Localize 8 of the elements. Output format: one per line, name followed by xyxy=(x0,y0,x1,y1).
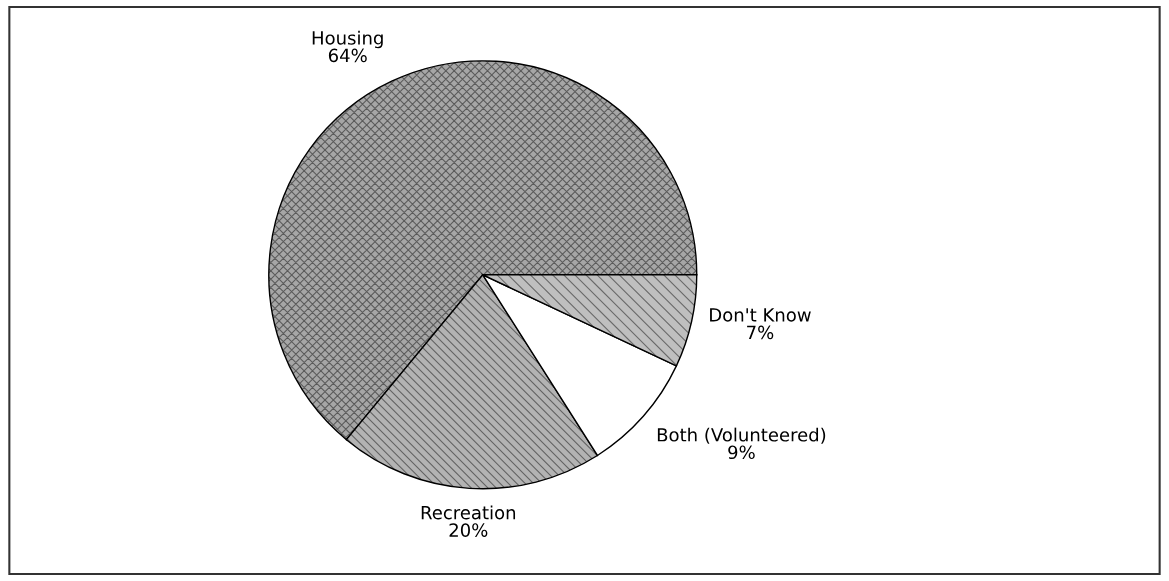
slice-label: Don't Know xyxy=(710,308,811,322)
data-label: 64% xyxy=(328,48,367,63)
data-label: 20% xyxy=(449,523,488,537)
slice-label: Recreation xyxy=(421,505,516,520)
slice-label: Housing xyxy=(312,30,383,49)
slice-label: Both (Volunteered) xyxy=(657,427,826,444)
data-label: 7% xyxy=(747,325,774,340)
data-label: 9% xyxy=(728,445,755,460)
